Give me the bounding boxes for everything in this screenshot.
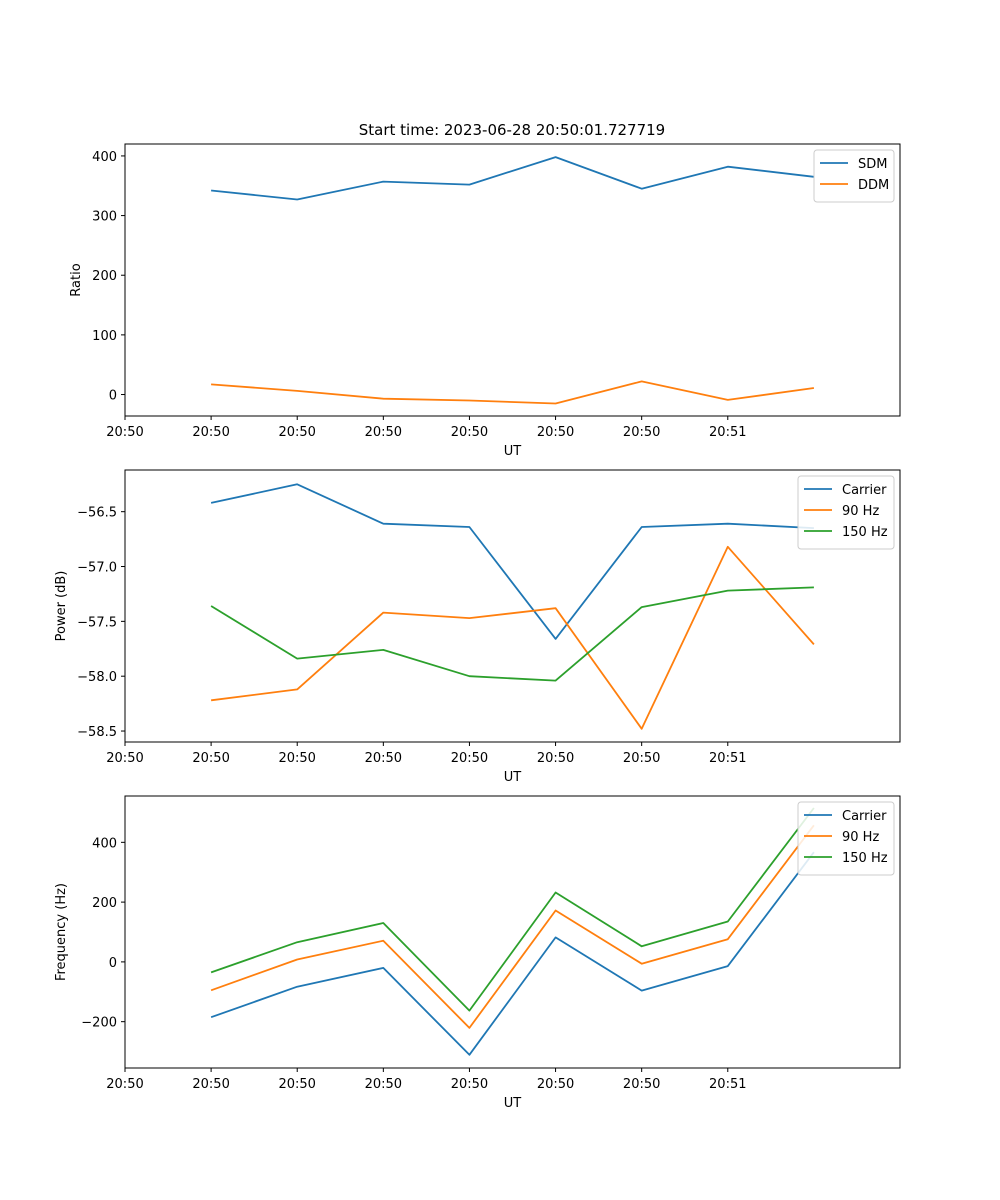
x-tick-label: 20:50 bbox=[365, 1077, 402, 1092]
legend-label: 90 Hz bbox=[842, 504, 879, 519]
y-tick-label: −57.5 bbox=[77, 615, 117, 630]
legend: Carrier 90 Hz 150 Hz bbox=[797, 801, 895, 876]
x-tick-label: 20:50 bbox=[451, 425, 488, 440]
x-tick-label: 20:50 bbox=[451, 751, 488, 766]
x-tick-label: 20:50 bbox=[192, 751, 229, 766]
x-tick-label: 20:50 bbox=[106, 751, 143, 766]
axes-frame bbox=[124, 795, 901, 1069]
y-tick-label: 400 bbox=[92, 836, 117, 851]
chart-panel-1: 20:50 20:50 20:50 20:50 20:50 20:50 20:50 20:51… bbox=[69, 143, 901, 459]
legend-label: 90 Hz bbox=[842, 830, 879, 845]
x-tick-label: 20:50 bbox=[537, 425, 574, 440]
y-axis-label: Ratio bbox=[69, 263, 84, 296]
legend-label: 150 Hz bbox=[842, 525, 888, 540]
y-axis-label: Frequency (Hz) bbox=[54, 883, 69, 981]
y-tick-label: 200 bbox=[92, 896, 117, 911]
x-tick-label: 20:50 bbox=[623, 1077, 660, 1092]
series-line-ddm bbox=[211, 380, 815, 405]
x-tick-label: 20:50 bbox=[365, 751, 402, 766]
chart-panel-3: 20:50 20:50 20:50 20:50 20:50 20:50 20:50 20:51… bbox=[54, 795, 901, 1111]
y-tick-label: −58.0 bbox=[77, 670, 117, 685]
x-tick-label: 20:50 bbox=[278, 1077, 315, 1092]
chart-title: Start time: 2023-06-28 20:50:01.727719 bbox=[359, 121, 665, 139]
x-tick-label: 20:50 bbox=[623, 751, 660, 766]
legend-label: 150 Hz bbox=[842, 851, 888, 866]
x-tick-label: 20:50 bbox=[106, 1077, 143, 1092]
legend-label: SDM bbox=[858, 157, 887, 172]
x-tick-label: 20:50 bbox=[537, 751, 574, 766]
x-tick-label: 20:50 bbox=[365, 425, 402, 440]
x-axis-label: UT bbox=[504, 444, 522, 459]
chart-panel-2: 20:50 20:50 20:50 20:50 20:50 20:50 20:50 20:51… bbox=[54, 469, 901, 785]
y-tick-label: −56.5 bbox=[77, 506, 117, 521]
legend-label: Carrier bbox=[842, 809, 887, 824]
legend: Carrier 90 Hz 150 Hz bbox=[797, 475, 895, 550]
y-tick-label: 0 bbox=[109, 956, 117, 971]
x-tick-label: 20:50 bbox=[278, 425, 315, 440]
x-tick-label: 20:50 bbox=[623, 425, 660, 440]
series-line-150-hz bbox=[210, 807, 815, 1012]
legend: SDM DDM bbox=[813, 149, 895, 203]
x-tick-label: 20:50 bbox=[451, 1077, 488, 1092]
x-tick-label: 20:50 bbox=[192, 1077, 229, 1092]
y-tick-label: 100 bbox=[92, 329, 117, 344]
y-tick-label: 200 bbox=[92, 269, 117, 284]
axes-frame bbox=[124, 469, 901, 743]
x-tick-label: 20:50 bbox=[278, 751, 315, 766]
x-tick-label: 20:51 bbox=[709, 751, 746, 766]
x-axis-label: UT bbox=[504, 1096, 522, 1111]
y-tick-label: 400 bbox=[92, 150, 117, 165]
y-tick-label: 300 bbox=[92, 210, 117, 225]
series-line-carrier bbox=[210, 851, 815, 1056]
x-tick-label: 20:50 bbox=[106, 425, 143, 440]
axes-frame bbox=[124, 143, 901, 417]
series-line-150-hz bbox=[210, 586, 814, 682]
x-tick-label: 20:51 bbox=[709, 425, 746, 440]
series-line-carrier bbox=[210, 483, 814, 640]
series-line-90-hz bbox=[210, 545, 815, 730]
legend-label: Carrier bbox=[842, 483, 887, 498]
y-tick-label: 0 bbox=[109, 389, 117, 404]
y-tick-label: −58.5 bbox=[77, 725, 117, 740]
series-line-sdm bbox=[211, 156, 815, 201]
x-tick-label: 20:51 bbox=[709, 1077, 746, 1092]
y-tick-label: −57.0 bbox=[77, 561, 117, 576]
x-axis-label: UT bbox=[504, 770, 522, 785]
legend-label: DDM bbox=[858, 178, 889, 193]
x-tick-label: 20:50 bbox=[537, 1077, 574, 1092]
x-tick-label: 20:50 bbox=[192, 425, 229, 440]
series-line-90-hz bbox=[210, 824, 815, 1029]
y-axis-label: Power (dB) bbox=[54, 571, 69, 642]
y-tick-label: −200 bbox=[81, 1016, 117, 1031]
